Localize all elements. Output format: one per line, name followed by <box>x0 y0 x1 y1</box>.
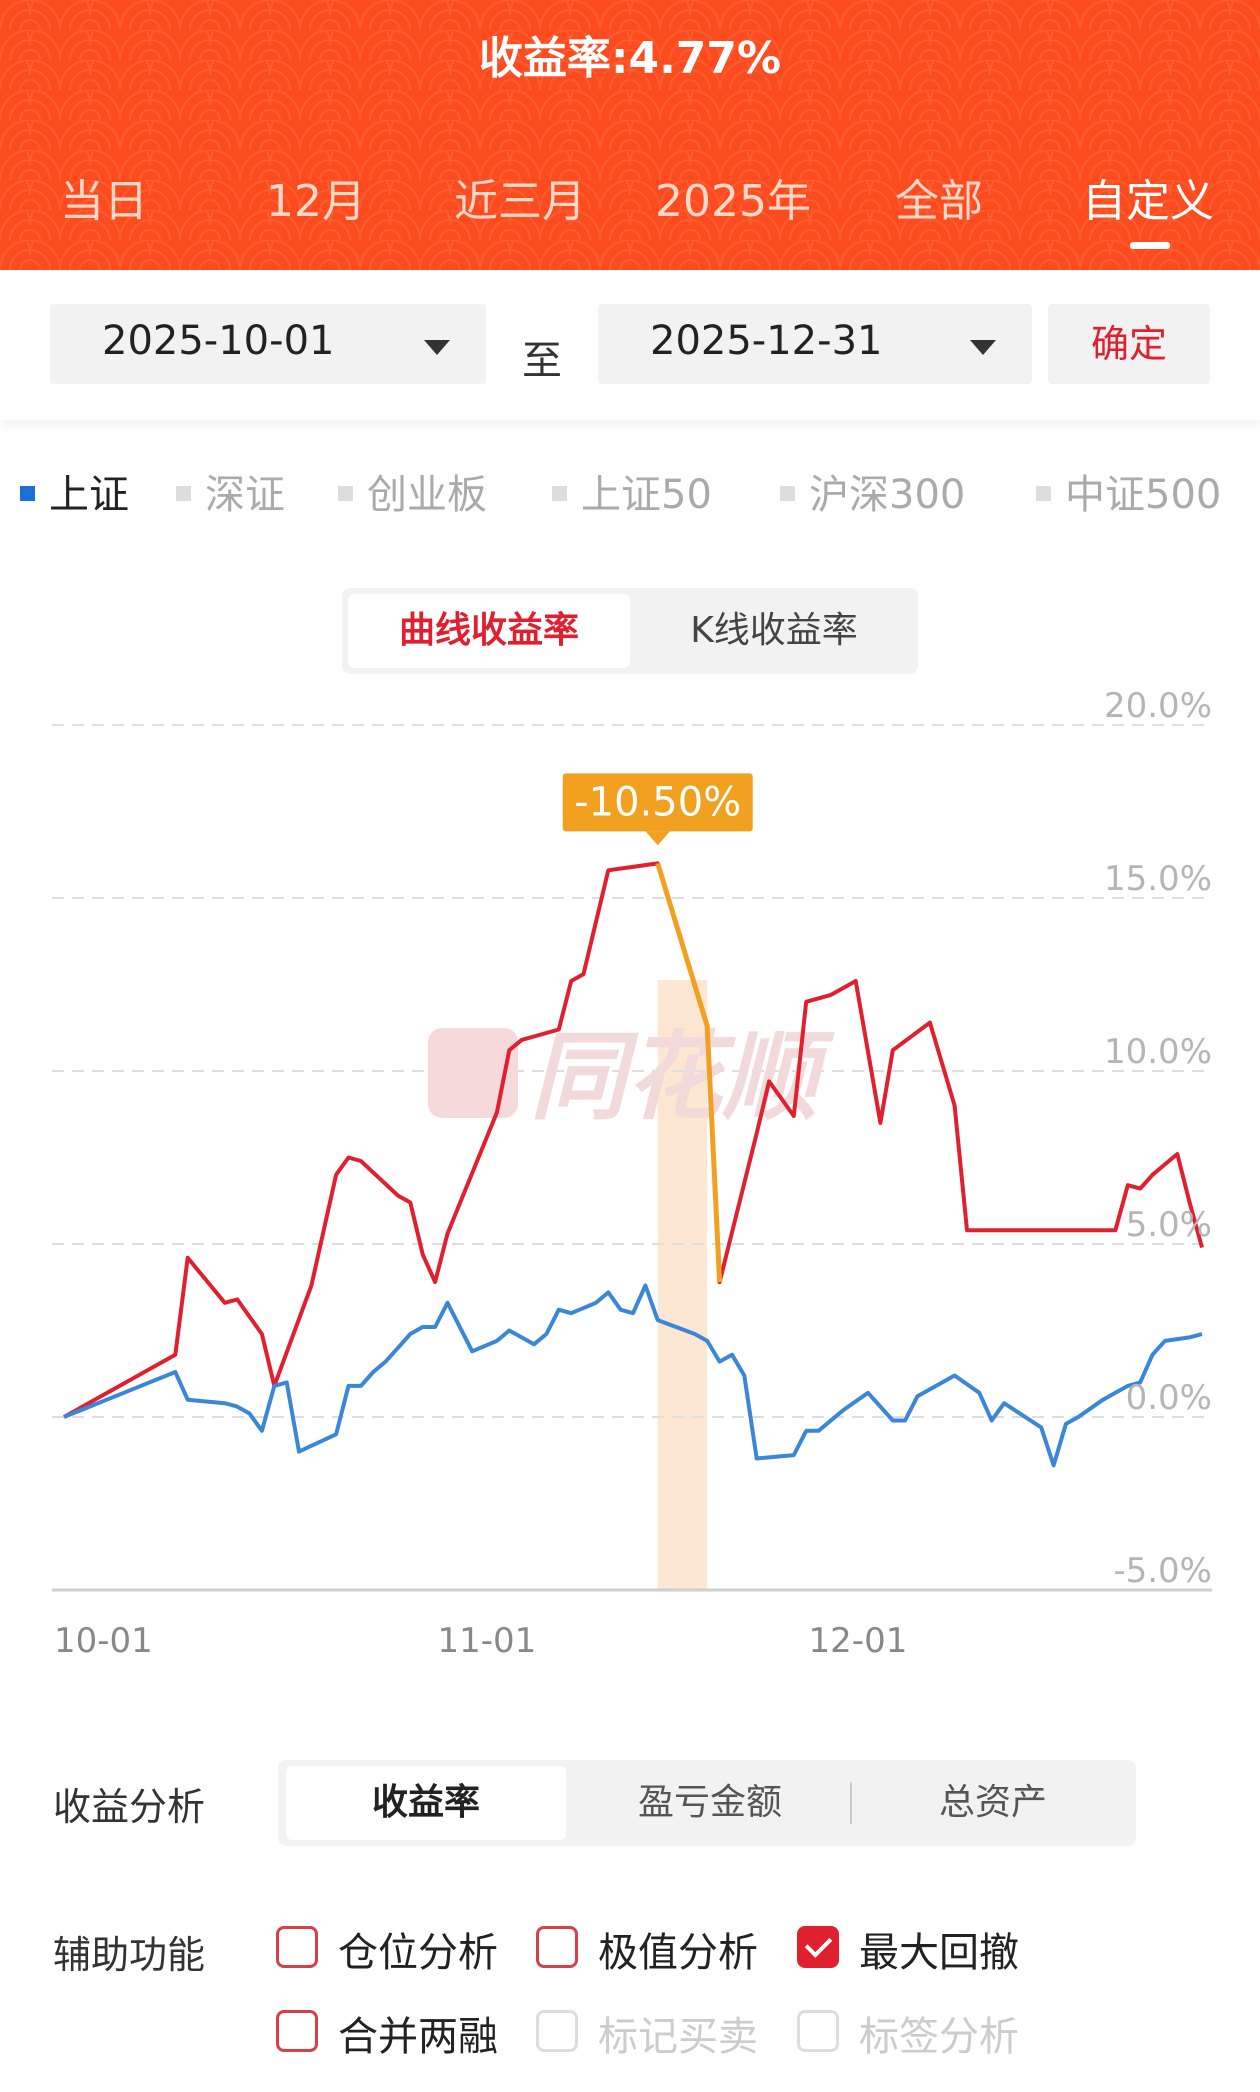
index-shanghai[interactable]: 上证 <box>20 462 129 520</box>
y-tick-label: 5.0% <box>1126 1205 1212 1245</box>
y-tick-label: 10.0% <box>1104 1032 1212 1072</box>
return-rate-title: 收益率:4.77% <box>478 33 782 84</box>
analysis-return-rate[interactable]: 收益率 <box>286 1766 566 1840</box>
checkbox-label: 最大回撤 <box>859 1930 1019 1976</box>
checkmark-icon <box>797 1926 839 1968</box>
dropdown-arrow-icon <box>970 340 996 355</box>
analysis-label: 收益分析 <box>53 1785 206 1829</box>
tab-today[interactable]: 当日 <box>60 176 148 227</box>
index-csi500[interactable]: 中证500 <box>1036 462 1221 520</box>
checkbox-icon <box>536 2010 578 2052</box>
end-date-select[interactable]: 2025-12-31 <box>598 304 1032 384</box>
tab-year-2025[interactable]: 2025年 <box>655 176 811 227</box>
header-banner: 收益率:4.77% 当日 12月 近三月 2025年 全部 自定义 <box>0 0 1260 270</box>
confirm-button[interactable]: 确定 <box>1048 304 1210 384</box>
index-chinext[interactable]: 创业板 <box>338 462 487 520</box>
date-separator: 至 <box>522 338 562 384</box>
divider <box>850 1782 852 1824</box>
active-tab-indicator <box>1130 242 1170 249</box>
drawdown-callout <box>562 773 753 832</box>
drawdown-band <box>657 980 708 1590</box>
index-shenzhen[interactable]: 深证 <box>176 462 285 520</box>
tab-three-months[interactable]: 近三月 <box>454 176 586 227</box>
start-date-select[interactable]: 2025-10-01 <box>50 304 486 384</box>
x-tick-label: 12-01 <box>809 1621 908 1661</box>
checkbox-icon <box>276 2010 318 2052</box>
watermark: 同花顺 <box>530 1021 835 1133</box>
curve-return-option[interactable]: 曲线收益率 <box>348 594 630 668</box>
legend-square-icon <box>338 485 353 501</box>
y-tick-label: 15.0% <box>1104 859 1212 899</box>
dropdown-arrow-icon <box>424 340 450 355</box>
index-csi300[interactable]: 沪深300 <box>780 462 965 520</box>
return-chart: 同花顺 20.0% 15.0% 10.0% 5.0% 0.0% -5.0% 10-01 11-… <box>52 686 1212 1661</box>
watermark-logo-icon <box>428 1028 518 1118</box>
x-tick-label: 11-01 <box>437 1621 536 1661</box>
tab-custom[interactable]: 自定义 <box>1082 176 1214 227</box>
y-tick-label: -5.0% <box>1113 1551 1212 1591</box>
callout-pointer <box>645 831 670 846</box>
end-date-value: 2025-12-31 <box>650 318 883 364</box>
legend-square-icon <box>552 485 567 501</box>
kline-return-option[interactable]: K线收益率 <box>690 610 858 651</box>
checkbox-label: 仓位分析 <box>338 1930 498 1976</box>
index-label: 深证 <box>205 472 285 518</box>
y-tick-label: 20.0% <box>1104 686 1212 726</box>
index-selector: 上证 深证 创业板 上证50 沪深300 中证500 <box>0 462 1260 522</box>
analysis-profit-amount[interactable]: 盈亏金额 <box>637 1782 782 1823</box>
chart-mode-toggle: 曲线收益率 K线收益率 <box>342 588 918 674</box>
tab-all[interactable]: 全部 <box>895 176 983 227</box>
checkbox-label: 合并两融 <box>338 2014 498 2060</box>
checkbox-label: 标记买卖 <box>598 2014 758 2060</box>
checkbox-label: 极值分析 <box>598 1930 758 1976</box>
analysis-toggle: 收益率 盈亏金额 总资产 <box>278 1760 1136 1846</box>
date-range-bar: 2025-10-01 至 2025-12-31 确定 <box>0 270 1260 420</box>
index-label: 沪深300 <box>809 472 966 518</box>
checkbox-icon <box>536 1926 578 1968</box>
period-tabs: 当日 12月 近三月 2025年 全部 自定义 <box>0 165 1260 227</box>
legend-square-icon <box>780 485 795 501</box>
index-label: 上证 <box>49 472 129 518</box>
index-sse50[interactable]: 上证50 <box>552 462 712 520</box>
drawdown-label: -10.50% <box>574 779 741 825</box>
checkbox-icon <box>276 1926 318 1968</box>
index-label: 上证50 <box>581 472 712 518</box>
aux-label: 辅助功能 <box>53 1933 206 1977</box>
start-date-value: 2025-10-01 <box>102 318 335 364</box>
wave-pattern <box>0 0 1260 270</box>
checkbox-icon <box>797 2010 839 2052</box>
tab-december[interactable]: 12月 <box>266 176 366 227</box>
legend-square-icon <box>20 485 35 501</box>
portfolio-line <box>63 861 1204 1419</box>
legend-square-icon <box>176 485 191 501</box>
legend-square-icon <box>1036 485 1051 501</box>
index-line <box>63 1283 1203 1468</box>
analysis-total-assets[interactable]: 总资产 <box>938 1782 1047 1823</box>
y-tick-label: 0.0% <box>1126 1378 1212 1418</box>
x-tick-label: 10-01 <box>54 1621 153 1661</box>
index-label: 创业板 <box>367 472 487 518</box>
index-label: 中证500 <box>1065 472 1222 518</box>
drawdown-segment <box>655 862 723 1283</box>
checkbox-label: 标签分析 <box>859 2014 1019 2060</box>
